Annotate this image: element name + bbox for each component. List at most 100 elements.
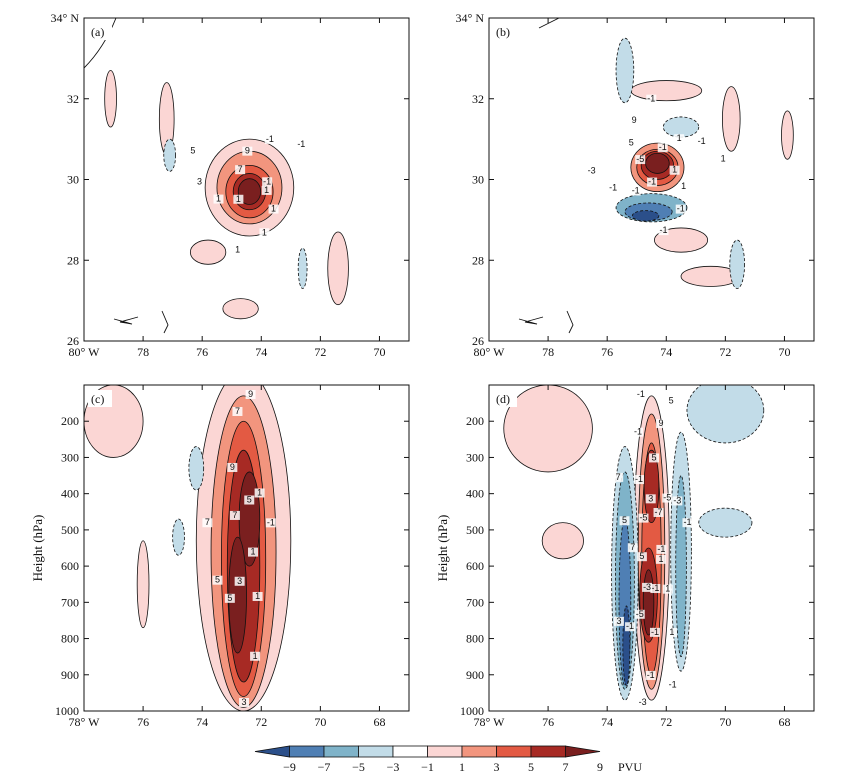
contour-region-level-1 <box>503 385 593 473</box>
y-tick-label: 28 <box>472 253 484 267</box>
colorbar-tick-label: 9 <box>597 760 603 774</box>
contour-region-level--1 <box>172 518 185 556</box>
contour-label: 9 <box>629 115 640 126</box>
svg-text:1: 1 <box>236 194 241 204</box>
contour-region-level--1 <box>297 247 308 289</box>
svg-text:5: 5 <box>190 146 195 156</box>
svg-text:7: 7 <box>235 406 240 416</box>
y-tick-label: 30 <box>472 173 484 187</box>
y-tick-label: 28 <box>67 253 79 267</box>
contour-region-level-1 <box>104 70 117 128</box>
contour-region-level--1 <box>188 446 205 491</box>
contour-region-level--1 <box>729 239 745 289</box>
y-tick-label: 32 <box>67 92 79 106</box>
svg-text:-5: -5 <box>636 154 644 164</box>
colorbar-segment <box>461 745 497 758</box>
svg-text:5: 5 <box>669 396 674 406</box>
contour-label: -1 <box>608 183 619 193</box>
y-tick-label: 200 <box>61 414 79 428</box>
y-tick-label: 700 <box>61 595 79 609</box>
svg-text:1: 1 <box>721 153 726 163</box>
y-tick-label: 400 <box>61 487 79 501</box>
plot-frame <box>83 384 410 712</box>
contour-label: -1 <box>625 621 636 632</box>
y-tick-label: 34° N <box>51 11 80 25</box>
contour-label: -1 <box>656 544 667 554</box>
svg-text:(b): (b) <box>496 25 510 39</box>
y-tick-label: 26 <box>472 334 484 348</box>
contour-label: -1 <box>634 474 645 485</box>
y-tick-label: 600 <box>61 559 79 573</box>
contour-region-level-1 <box>189 239 227 265</box>
coastline-islands <box>518 310 574 334</box>
svg-text:-3: -3 <box>588 165 596 175</box>
contour-label: -1 <box>649 627 660 637</box>
svg-text:3: 3 <box>648 493 653 503</box>
contour-region-level-9 <box>237 178 262 205</box>
svg-text:-1: -1 <box>648 177 656 187</box>
colorbar-segment <box>496 745 532 758</box>
x-tick-label: 78° W <box>69 715 101 729</box>
contour-label: -1 <box>667 680 678 690</box>
svg-text:9: 9 <box>659 418 664 428</box>
x-tick-label: 78° W <box>474 715 506 729</box>
y-tick-label: 900 <box>61 668 79 682</box>
contour-region-level--1 <box>686 385 765 444</box>
y-tick-label: 34° N <box>456 11 485 25</box>
svg-text:9: 9 <box>230 462 235 472</box>
colorbar-segment <box>530 745 566 758</box>
contour-label: 5 <box>649 452 660 463</box>
y-tick-label: 200 <box>466 414 484 428</box>
colorbar-segment <box>427 745 463 758</box>
svg-text:3: 3 <box>616 616 621 626</box>
colorbar-tick-label: 1 <box>459 760 465 774</box>
contour-region-level--1 <box>615 37 635 104</box>
svg-text:5: 5 <box>629 138 634 148</box>
y-tick-label: 500 <box>61 523 79 537</box>
contour-label: 1 <box>678 181 689 192</box>
contour-label: -1 <box>696 136 707 147</box>
contour-label: 7 <box>229 510 240 520</box>
svg-text:-1: -1 <box>609 183 617 193</box>
svg-text:5: 5 <box>227 593 232 603</box>
contour-label: 1 <box>254 487 265 498</box>
contour-label: 3 <box>234 576 245 586</box>
contour-region-level-1 <box>630 80 703 102</box>
x-tick-label: 70 <box>373 345 385 359</box>
contour-label: 1 <box>252 591 263 601</box>
y-tick-label: 300 <box>61 450 79 464</box>
y-tick-label: 600 <box>466 559 484 573</box>
svg-text:7: 7 <box>238 164 243 174</box>
y-tick-label: 800 <box>466 632 484 646</box>
svg-text:-1: -1 <box>651 583 659 593</box>
contour-label: -1 <box>630 186 641 196</box>
svg-text:1: 1 <box>253 651 258 661</box>
svg-text:(d): (d) <box>496 392 510 406</box>
x-tick-label: 74 <box>255 345 267 359</box>
contour-region-level-9 <box>642 569 655 636</box>
colorbar-tick-label: −7 <box>318 760 331 774</box>
contour-label: 5 <box>626 138 637 148</box>
x-tick-label: 72 <box>660 715 672 729</box>
contour-label: 5 <box>619 515 630 526</box>
panel-label: (c) <box>88 390 112 407</box>
contour-label: 5 <box>636 551 647 562</box>
panel-3: 111-1-1-1-1-3-3-5-135757-5-1-1-13595-7-5… <box>435 384 815 729</box>
x-tick-label: 74 <box>196 715 208 729</box>
x-tick-label: 70 <box>314 715 326 729</box>
contour-label: -3 <box>642 582 653 592</box>
colorbar-segment <box>358 745 394 758</box>
contour-label: 9 <box>245 389 256 399</box>
contour-label: -5 <box>662 493 673 503</box>
svg-text:-1: -1 <box>263 176 271 186</box>
svg-text:7: 7 <box>630 542 635 552</box>
svg-text:-1: -1 <box>637 389 645 399</box>
svg-text:1: 1 <box>681 181 686 191</box>
x-tick-label: 70 <box>778 345 790 359</box>
svg-text:-1: -1 <box>698 136 706 146</box>
svg-text:-1: -1 <box>635 474 643 484</box>
svg-text:-1: -1 <box>677 204 685 214</box>
svg-text:-1: -1 <box>647 670 655 680</box>
y-tick-label: 700 <box>466 595 484 609</box>
